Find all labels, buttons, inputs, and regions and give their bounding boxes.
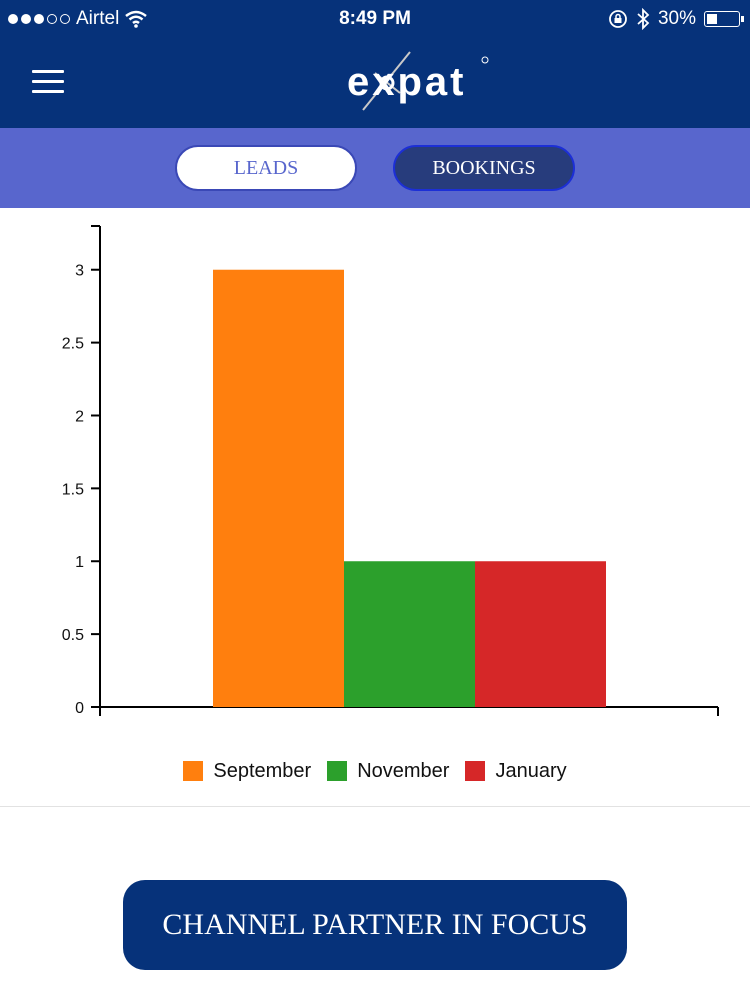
battery-percentage: 30% (657, 8, 696, 29)
channel-partner-in-focus-button[interactable]: CHANNEL PARTNER IN FOCUS (123, 880, 627, 970)
svg-text:expat: expat (347, 60, 467, 104)
hamburger-menu-icon[interactable] (32, 70, 66, 96)
tab-bookings[interactable]: BOOKINGS (393, 145, 575, 191)
tab-bar: LEADS BOOKINGS (0, 128, 750, 208)
signal-icon (8, 14, 70, 24)
carrier-name: Airtel (76, 8, 120, 29)
legend-item-november: November (327, 760, 449, 783)
y-tick-label: 2.5 (62, 336, 84, 353)
bluetooth-icon (637, 8, 650, 30)
bar-november (344, 561, 475, 707)
y-tick-label: 2 (75, 408, 84, 425)
bar-september (213, 269, 344, 707)
chart-legend: September November January (0, 756, 750, 786)
legend-label-january: January (495, 759, 567, 782)
legend-swatch-january (465, 761, 486, 781)
legend-label-november: November (357, 759, 450, 782)
legend-item-january: January (465, 759, 567, 783)
status-time: 8:49 PM (339, 8, 411, 29)
bar-january (475, 561, 606, 707)
status-left: Airtel (8, 8, 148, 30)
expat-logo: expat (347, 51, 489, 111)
y-tick-label: 0 (75, 700, 84, 717)
battery-icon (704, 11, 744, 27)
status-right: 30% (608, 8, 744, 30)
status-bar: Airtel 8:49 PM 30% (0, 0, 750, 40)
y-tick-label: 1 (75, 554, 84, 571)
wifi-icon (125, 10, 148, 28)
y-tick-label: 0.5 (62, 627, 84, 644)
divider (0, 806, 750, 807)
y-tick-label: 3 (75, 263, 84, 280)
legend-item-september: September (183, 760, 311, 783)
legend-swatch-november (327, 761, 348, 781)
legend-label-september: September (213, 759, 312, 782)
y-tick-label: 1.5 (62, 481, 84, 498)
bookings-bar-chart: 0 0.5 1 1.5 2 2.5 3 (62, 225, 719, 717)
nav-bar: expat (0, 40, 750, 128)
legend-swatch-september (183, 761, 204, 781)
orientation-lock-icon (609, 10, 627, 28)
tab-leads[interactable]: LEADS (175, 145, 357, 191)
